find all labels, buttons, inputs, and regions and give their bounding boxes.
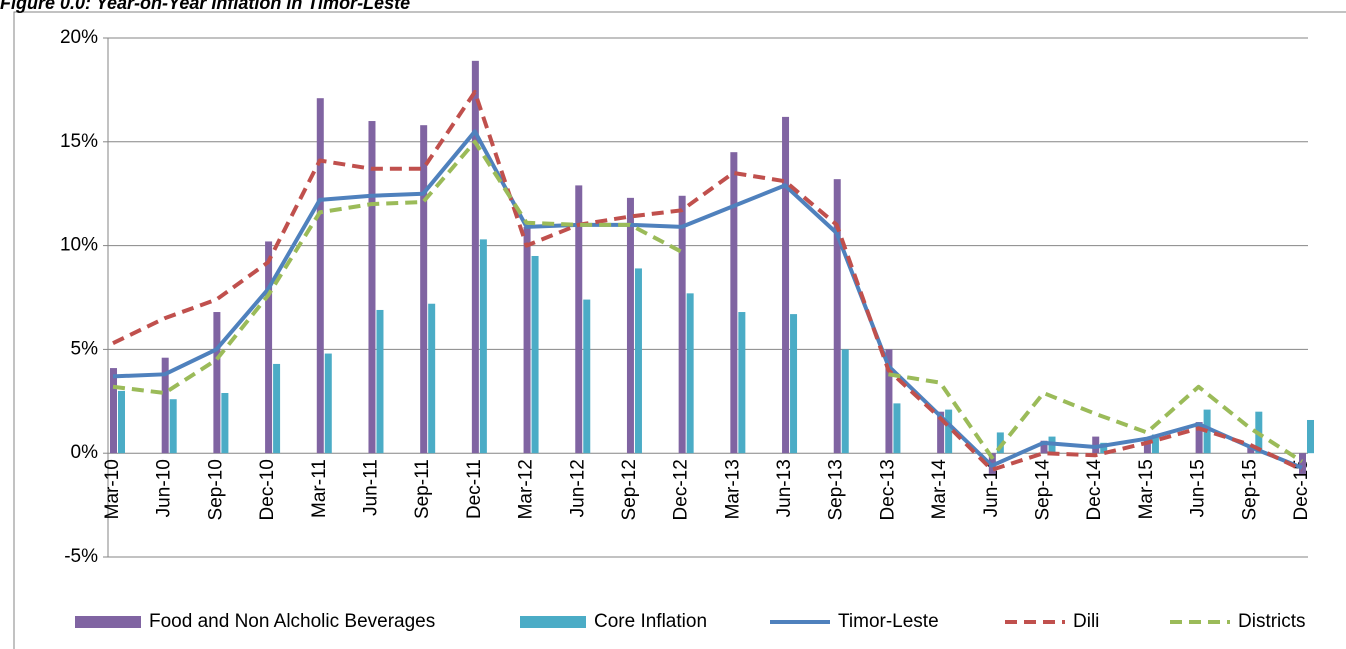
bar (213, 312, 221, 454)
x-tick-label: Mar-13 (722, 459, 743, 519)
bar (221, 392, 229, 454)
bar (893, 403, 901, 454)
line (112, 139, 683, 395)
x-tick-label: Dec-15 (1291, 459, 1312, 520)
bar (169, 399, 177, 454)
bar (316, 98, 324, 454)
bar (1040, 440, 1048, 454)
bar (678, 195, 686, 454)
bar (782, 116, 790, 454)
y-tick-label: 10% (60, 235, 98, 256)
x-tick-label: Jun-10 (154, 459, 175, 517)
chart-frame (13, 11, 1346, 649)
x-tick-label: Jun-13 (774, 459, 795, 517)
x-tick-label: Sep-11 (412, 459, 433, 519)
bar (738, 312, 746, 454)
bar (730, 152, 738, 454)
y-tick-label: 0% (71, 442, 99, 463)
legend-label: Food and Non Alcholic Beverages (149, 611, 435, 632)
x-tick-label: Sep-15 (1239, 459, 1260, 520)
legend-label: Core Inflation (594, 611, 707, 632)
bar (583, 299, 591, 454)
bar (471, 60, 479, 454)
x-tick-label: Sep-14 (1033, 459, 1054, 521)
bar (1143, 438, 1151, 454)
x-tick-label: Dec-11 (464, 459, 485, 519)
x-tick-label: Jun-12 (567, 459, 588, 517)
x-tick-label: Sep-10 (205, 459, 226, 520)
bar (996, 432, 1004, 454)
bar (1247, 446, 1255, 454)
bar (575, 185, 583, 454)
bar (428, 303, 436, 454)
bar (1151, 434, 1159, 454)
bar (885, 349, 893, 454)
bar (368, 121, 376, 454)
bar (841, 349, 849, 454)
legend-label: Timor-Leste (838, 611, 939, 632)
y-tick-label: 20% (60, 27, 98, 48)
x-tick-label: Sep-12 (619, 459, 640, 520)
bar (161, 357, 169, 454)
x-tick-label: Dec-14 (1084, 459, 1105, 521)
bar (1195, 422, 1203, 454)
bar (945, 409, 953, 454)
bar (479, 239, 487, 454)
x-tick-label: Mar-15 (1136, 459, 1157, 519)
x-tick-label: Dec-12 (671, 459, 692, 520)
x-tick-label: Mar-11 (309, 459, 330, 518)
bar (110, 368, 117, 454)
line (888, 372, 1304, 464)
bar (531, 255, 539, 454)
bar (265, 241, 273, 454)
bar (1100, 442, 1108, 454)
bar (523, 226, 531, 454)
x-tick-label: Jun-14 (981, 459, 1002, 518)
x-tick-label: Mar-12 (516, 459, 537, 519)
bar (833, 179, 841, 454)
bar (790, 314, 798, 454)
legend-swatch (520, 616, 586, 628)
bar (686, 293, 694, 454)
bar (1299, 453, 1306, 474)
x-tick-label: Sep-13 (826, 459, 847, 520)
bar (376, 309, 384, 454)
bar (324, 353, 332, 454)
y-tick-label: 5% (71, 338, 99, 359)
x-tick-label: Dec-13 (877, 459, 898, 520)
legend-label: Dili (1073, 611, 1099, 632)
legend-label: Districts (1238, 611, 1306, 632)
bar (273, 363, 281, 454)
bar (118, 390, 125, 454)
bar (420, 125, 428, 454)
legend-swatch (75, 616, 141, 628)
x-tick-label: Dec-10 (257, 459, 278, 520)
x-tick-label: Mar-10 (102, 459, 123, 519)
x-tick-label: Mar-14 (929, 459, 950, 520)
line (112, 129, 1303, 470)
bar (937, 411, 945, 454)
x-tick-label: Jun-11 (360, 459, 381, 516)
x-tick-label: Jun-15 (1188, 459, 1209, 517)
y-tick-label: 15% (60, 131, 98, 152)
bar (626, 197, 634, 454)
bar (634, 268, 642, 454)
y-tick-label: -5% (64, 546, 98, 567)
bar (1307, 419, 1314, 454)
line (112, 89, 1303, 472)
chart-title: Figure 0.0: Year-on-Year Inflation in Ti… (0, 0, 410, 13)
